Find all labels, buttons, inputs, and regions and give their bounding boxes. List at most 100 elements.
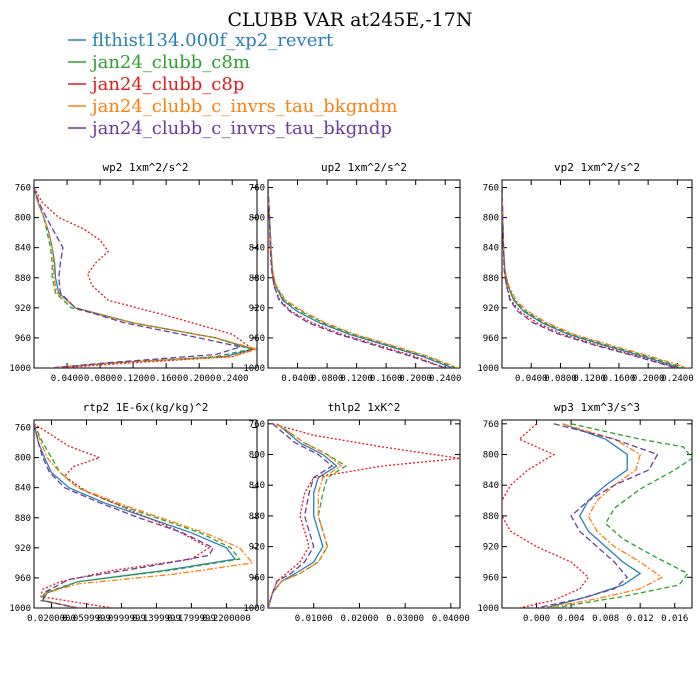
x-tick-label: 0.2400 xyxy=(216,374,249,384)
legend-label: jan24_clubb_c_invrs_tau_bkgndm xyxy=(90,96,397,117)
series-line xyxy=(34,187,256,368)
x-tick-label: 0.01000 xyxy=(295,614,333,624)
series-line xyxy=(34,423,254,608)
series-line xyxy=(553,423,692,608)
panel: wp2 1xm^2/s^2 760 800 840 880 920 960 1000 0.040… xyxy=(9,161,258,384)
x-tick-label: 0.02000 xyxy=(340,614,378,624)
y-tick-label: 960 xyxy=(15,574,31,584)
panel: rtp2 1E-6x(kg/kg)^2 760 800 840 880 920 960 100… xyxy=(9,401,258,624)
series-line xyxy=(268,423,334,608)
series-line xyxy=(34,187,253,368)
series-group xyxy=(268,423,460,608)
x-tick-label: 0.0400 xyxy=(515,374,548,384)
panel: up2 1xm^2/s^2 760 800 840 880 920 960 1000 0.040… xyxy=(243,161,461,384)
legend-item: flthist134.000f_xp2_revert xyxy=(68,30,334,51)
y-tick-label: 800 xyxy=(15,454,31,464)
y-tick-label: 760 xyxy=(483,184,499,194)
plot-frame xyxy=(33,419,258,609)
x-tick-label: 0.004 xyxy=(558,614,585,624)
y-tick-label: 1000 xyxy=(477,604,499,614)
series-line xyxy=(536,423,659,608)
plot-frame xyxy=(267,419,461,609)
x-tick-label: 0.2400 xyxy=(429,374,462,384)
series-line xyxy=(268,187,446,368)
y-tick-label: 840 xyxy=(483,244,499,254)
panels: wp2 1xm^2/s^2 760 800 840 880 920 960 1000 0.040… xyxy=(9,161,693,624)
x-tick-label: 0.1600 xyxy=(370,374,403,384)
y-tick-label: 880 xyxy=(249,274,265,284)
x-tick-label: 0.1600 xyxy=(603,374,636,384)
y-tick-label: 800 xyxy=(249,214,265,224)
legend-label: jan24_clubb_c_invrs_tau_bkgndp xyxy=(90,118,392,139)
plot-frame xyxy=(33,179,258,369)
legend-label: flthist134.000f_xp2_revert xyxy=(92,30,334,51)
x-tick-label: 0.2200000 xyxy=(202,614,251,624)
series-line xyxy=(502,187,678,368)
legend-label: jan24_clubb_c8m xyxy=(90,52,250,73)
x-tick-label: 0.016 xyxy=(661,614,688,624)
series-line xyxy=(268,423,338,608)
y-tick-label: 800 xyxy=(15,214,31,224)
y-tick-label: 920 xyxy=(249,543,265,553)
panel: thlp2 1xK^2 760 800 840 880 920 960 1000 0.01000… xyxy=(243,401,470,624)
x-tick-label: 0.0599999 xyxy=(62,614,111,624)
y-tick-label: 920 xyxy=(15,544,31,554)
y-tick-label: 880 xyxy=(483,512,499,522)
y-tick-label: 920 xyxy=(15,304,31,314)
y-tick-label: 760 xyxy=(249,420,265,430)
panel-title: thlp2 1xK^2 xyxy=(328,401,401,414)
series-line xyxy=(268,423,347,608)
x-tick-label: 0.2000 xyxy=(399,374,432,384)
x-tick-label: 0.1799999 xyxy=(167,614,216,624)
panel: vp2 1xm^2/s^2 760 800 840 880 920 960 1000 0.040… xyxy=(477,161,693,384)
legend-item: jan24_clubb_c8p xyxy=(68,74,244,95)
x-tick-label: 0.008 xyxy=(592,614,619,624)
x-tick-label: 0.0999999 xyxy=(97,614,146,624)
series-line xyxy=(545,423,642,608)
x-tick-label: 0.0800 xyxy=(544,374,577,384)
legend-item: jan24_clubb_c_invrs_tau_bkgndm xyxy=(68,96,397,117)
panel: wp3 1xm^3/s^3 760 800 840 880 920 960 1000 0.000… xyxy=(477,401,693,624)
legend-label: jan24_clubb_c8p xyxy=(90,74,244,95)
series-line xyxy=(502,187,689,368)
y-tick-label: 880 xyxy=(483,274,499,284)
y-tick-label: 760 xyxy=(15,424,31,434)
x-tick-label: 0.1200 xyxy=(117,374,150,384)
y-tick-label: 960 xyxy=(483,573,499,583)
series-line xyxy=(268,187,453,368)
y-tick-label: 840 xyxy=(15,244,31,254)
y-tick-label: 1000 xyxy=(9,604,31,614)
y-tick-label: 800 xyxy=(483,451,499,461)
legend: flthist134.000f_xp2_revertjan24_clubb_c8… xyxy=(68,30,397,139)
plot-frame xyxy=(501,179,693,369)
x-tick-label: 0.0800 xyxy=(84,374,117,384)
panel-title: wp3 1xm^3/s^3 xyxy=(554,401,640,414)
series-line xyxy=(34,423,211,608)
y-tick-label: 960 xyxy=(483,334,499,344)
series-line xyxy=(502,423,590,608)
series-line xyxy=(34,187,244,368)
series-line xyxy=(502,187,685,368)
panel-title: vp2 1xm^2/s^2 xyxy=(554,161,640,174)
y-tick-label: 960 xyxy=(249,573,265,583)
x-tick-label: 0.0400 xyxy=(51,374,84,384)
panel-title: rtp2 1E-6x(kg/kg)^2 xyxy=(83,401,209,414)
panel-title: wp2 1xm^2/s^2 xyxy=(102,161,188,174)
y-tick-label: 1000 xyxy=(243,604,265,614)
y-tick-label: 760 xyxy=(249,184,265,194)
y-tick-label: 880 xyxy=(15,514,31,524)
y-tick-label: 920 xyxy=(483,543,499,553)
series-line xyxy=(545,423,664,608)
x-tick-label: 0.0400 xyxy=(281,374,314,384)
series-line xyxy=(34,187,255,368)
series-line xyxy=(502,187,677,368)
series-group xyxy=(268,187,459,368)
y-tick-label: 960 xyxy=(15,334,31,344)
legend-item: jan24_clubb_c_invrs_tau_bkgndp xyxy=(68,118,392,139)
x-tick-label: 0.012 xyxy=(627,614,654,624)
y-tick-label: 1000 xyxy=(477,364,499,374)
x-tick-label: 0.03000 xyxy=(386,614,424,624)
x-tick-label: 0.1399999 xyxy=(132,614,181,624)
chart-title: CLUBB VAR at245E,-17N xyxy=(228,9,473,31)
x-tick-label: 0.000 xyxy=(523,614,550,624)
